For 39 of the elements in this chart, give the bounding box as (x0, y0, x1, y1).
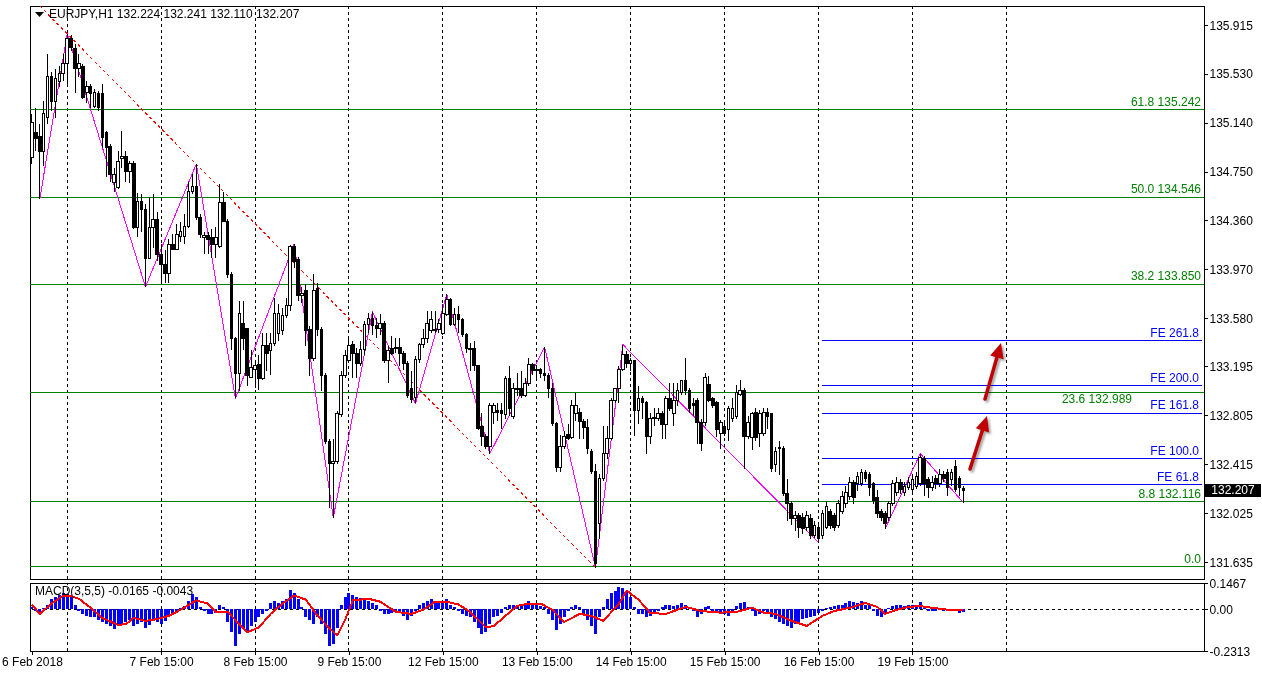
series-label: FE 200.0 (1150, 370, 1200, 385)
series-label: FE 100.0 (1150, 443, 1200, 458)
chart-title: EURJPY,H1 132.224 132.241 132.110 132.207 (49, 7, 300, 21)
x-tick-label: 8 Feb 15:00 (223, 654, 288, 669)
ref-line-label: 23.6 132.989 (1061, 392, 1133, 407)
ref-line-label: 8.8 132.116 (1138, 486, 1202, 501)
x-tick-label: 15 Feb 15:00 (689, 654, 761, 669)
y-tick-label: 133.580 (1209, 311, 1254, 326)
y-tick-label: 132.415 (1209, 457, 1254, 472)
y-tick-label: 135.915 (1209, 18, 1254, 33)
ref-line-label: 61.8 135.242 (1130, 94, 1202, 109)
y-tick-label: 0.00 (1209, 602, 1234, 617)
series-label: FE 61.8 (1157, 469, 1200, 484)
y-tick-label: 131.635 (1209, 555, 1254, 570)
series-label: FE 161.8 (1150, 398, 1200, 413)
y-tick-label: 135.530 (1209, 67, 1254, 82)
y-tick-label: 133.195 (1209, 359, 1254, 374)
ref-line-label: 38.2 133.850 (1130, 269, 1202, 284)
text: 132.207 (1211, 483, 1256, 498)
x-tick-label: 12 Feb 15:00 (407, 654, 480, 669)
x-tick-label: 7 Feb 15:00 (129, 654, 194, 669)
chart-title: MACD(3,5,5) -0.0165 -0.0043 (35, 584, 194, 598)
y-tick-label: 135.140 (1209, 116, 1254, 131)
y-tick-label: 0.1467 (1209, 576, 1247, 591)
y-tick-label: -0.2313 (1209, 644, 1251, 659)
x-tick-label: 16 Feb 15:00 (783, 654, 855, 669)
x-tick-label: 9 Feb 15:00 (317, 654, 382, 669)
ref-line-label: 50.0 134.546 (1130, 182, 1202, 197)
x-tick-label: 19 Feb 15:00 (877, 654, 949, 669)
x-tick-label: 13 Feb 15:00 (501, 654, 573, 669)
x-tick-label: 6 Feb 2018 (2, 654, 64, 669)
y-tick-label: 133.970 (1209, 262, 1254, 277)
x-tick-label: 14 Feb 15:00 (595, 654, 667, 669)
y-tick-label: 132.805 (1209, 408, 1254, 423)
y-tick-label: 132.025 (1209, 506, 1254, 521)
y-tick-label: 134.360 (1209, 213, 1254, 228)
y-tick-label: 134.750 (1209, 165, 1254, 180)
annotation: 0.0 (1184, 551, 1202, 566)
series-label: FE 261.8 (1150, 325, 1200, 340)
